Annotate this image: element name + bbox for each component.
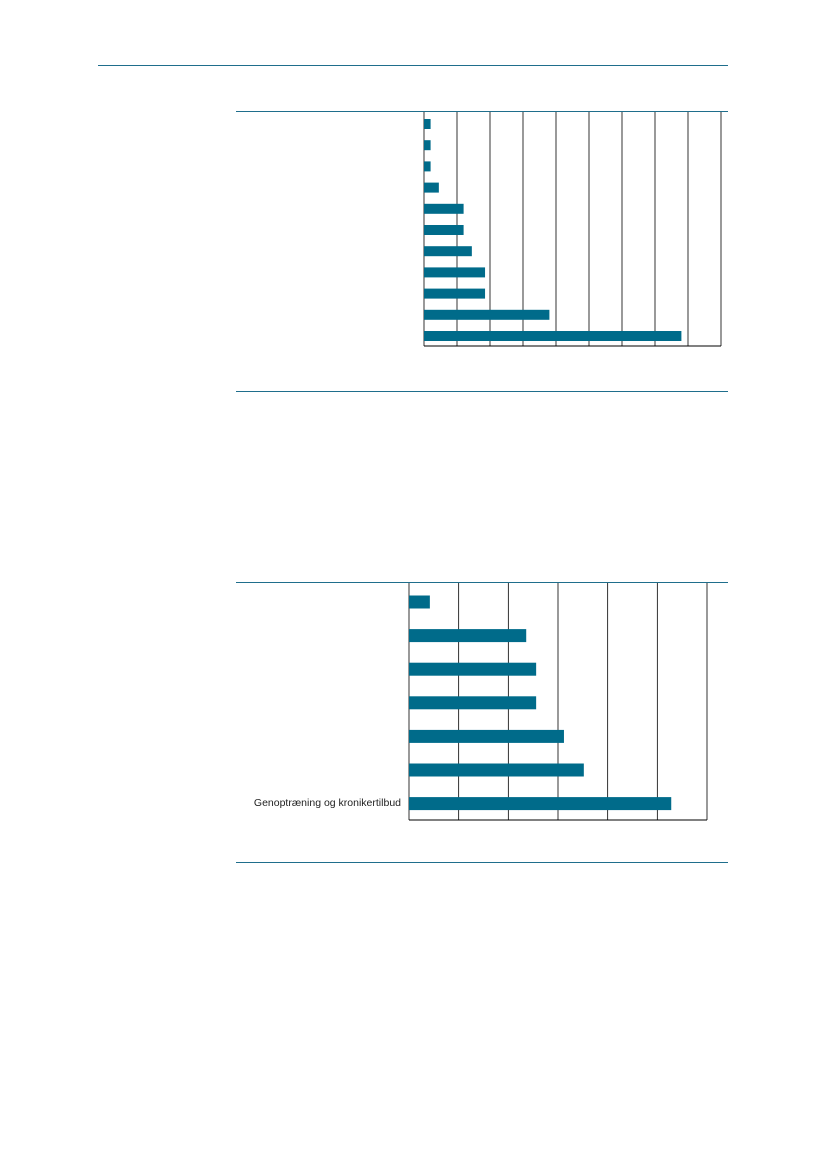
bar xyxy=(409,662,537,676)
bar xyxy=(424,119,431,129)
bar xyxy=(409,595,430,609)
category-label: Genoptræning og kronikertilbud xyxy=(253,796,401,809)
bar xyxy=(424,246,472,257)
bar xyxy=(424,309,550,320)
bar xyxy=(409,629,527,643)
bar xyxy=(409,696,537,710)
bar xyxy=(409,763,584,777)
bar xyxy=(409,729,564,743)
chart1-top-rule xyxy=(236,111,728,112)
chart2-bottom-rule xyxy=(236,862,728,863)
chart1-bottom-rule xyxy=(236,391,728,392)
bar xyxy=(424,203,464,214)
chart2-top-rule xyxy=(236,582,728,583)
bar xyxy=(424,161,431,172)
bar xyxy=(424,140,431,151)
bar xyxy=(409,797,672,811)
bar xyxy=(424,288,486,299)
bar xyxy=(424,225,464,235)
bar xyxy=(424,331,682,341)
header-rule xyxy=(98,65,728,66)
bar xyxy=(424,182,439,193)
bar xyxy=(424,267,486,278)
